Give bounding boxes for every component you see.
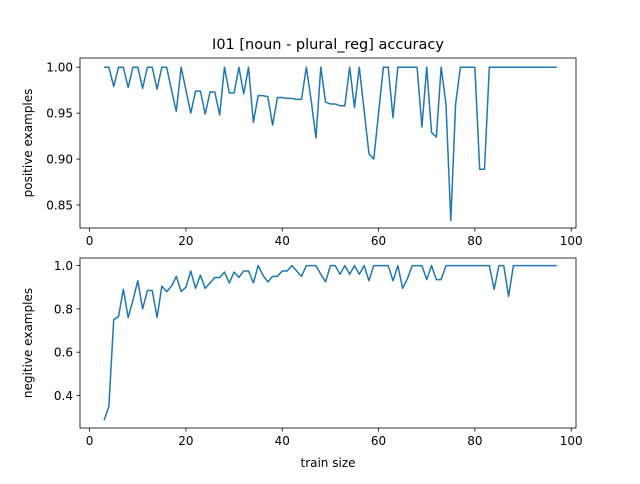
x-tick-label: 60 xyxy=(371,234,386,248)
y-tick-label: 0.95 xyxy=(46,107,73,121)
x-tick-label: 100 xyxy=(560,434,583,448)
y-tick-label: 1.00 xyxy=(46,61,73,75)
x-tick-label: 80 xyxy=(467,434,482,448)
x-tick-label: 40 xyxy=(275,234,290,248)
y-tick-label: 0.85 xyxy=(46,199,73,213)
x-tick-label: 100 xyxy=(560,234,583,248)
x-tick-label: 80 xyxy=(467,234,482,248)
y-tick-label: 0.6 xyxy=(54,346,73,360)
x-tick-label: 40 xyxy=(275,434,290,448)
y-tick-label: 0.4 xyxy=(54,389,73,403)
y-tick-label: 1.0 xyxy=(54,259,73,273)
y-axis-label: negitive examples xyxy=(21,288,35,398)
chart-title: I01 [noun - plural_reg] accuracy xyxy=(212,37,444,53)
y-axis-label: positive examples xyxy=(21,89,35,198)
y-tick-label: 0.8 xyxy=(54,302,73,316)
x-tick-label: 0 xyxy=(86,234,94,248)
x-axis-label: train size xyxy=(300,456,355,470)
y-tick-label: 0.90 xyxy=(46,153,73,167)
x-tick-label: 20 xyxy=(178,434,193,448)
x-tick-label: 60 xyxy=(371,434,386,448)
x-tick-label: 0 xyxy=(86,434,94,448)
x-tick-label: 20 xyxy=(178,234,193,248)
